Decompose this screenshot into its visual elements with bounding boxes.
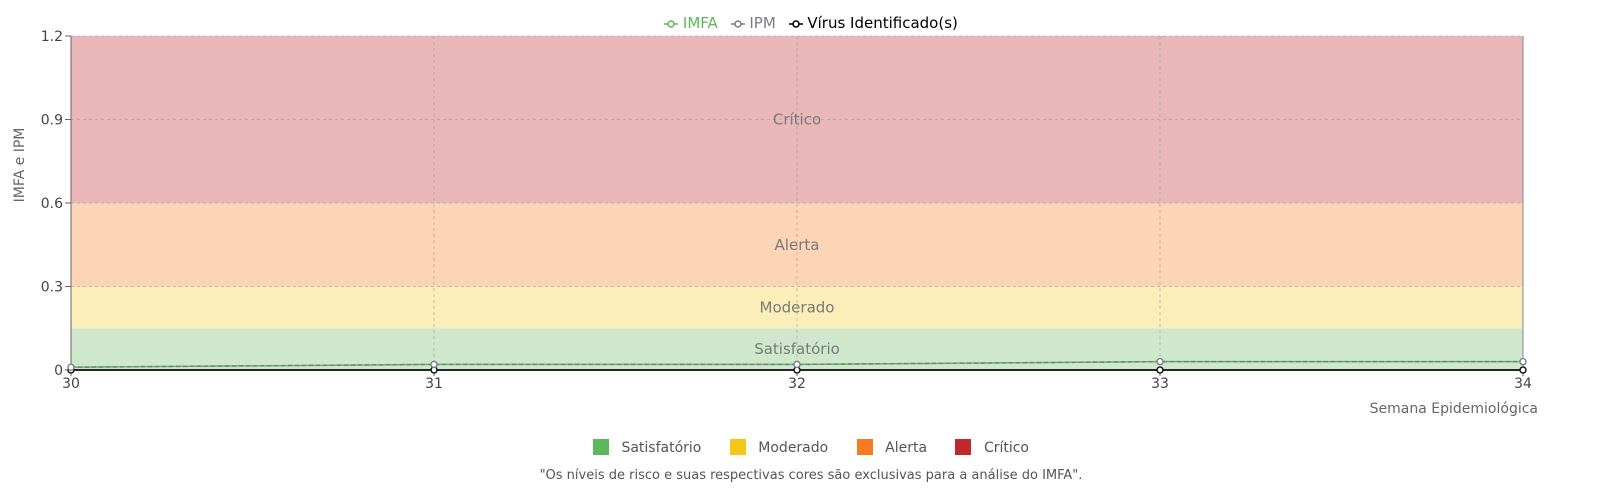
x-tick-label: 34 xyxy=(1514,376,1532,392)
legend-label-ipm: IPM xyxy=(749,14,776,32)
x-tick-label: 31 xyxy=(425,376,443,392)
y-tick-label: 1.2 xyxy=(41,29,63,45)
red-swatch xyxy=(955,439,972,455)
band-label: Moderado xyxy=(760,298,835,316)
risk-legend-moderado: Moderado xyxy=(729,439,829,456)
risk-label: Satisfatório xyxy=(621,440,702,456)
legend-item-imfa[interactable]: IMFA xyxy=(664,14,718,32)
data-point xyxy=(1156,357,1164,366)
y-tick-label: 0.9 xyxy=(41,113,63,129)
x-axis-title: Semana Epidemiológica xyxy=(1370,401,1538,417)
yellow-swatch xyxy=(729,439,746,455)
y-tick-label: 0.3 xyxy=(41,280,63,296)
risk-legend: Satisfatório Moderado Alerta Crítico xyxy=(0,439,1622,456)
y-tick-label: 0.6 xyxy=(41,196,63,212)
footnote: "Os níveis de risco e suas respectivas c… xyxy=(539,468,1083,483)
risk-label: Alerta xyxy=(885,440,928,456)
data-point xyxy=(1519,366,1527,374)
risk-label: Moderado xyxy=(758,440,829,456)
legend-item-ipm[interactable]: IPM xyxy=(730,14,776,32)
data-point xyxy=(1156,366,1164,374)
virus-line-marker-icon xyxy=(788,19,803,28)
band-label: Alerta xyxy=(775,236,820,254)
data-point xyxy=(430,360,438,369)
legend-label-imfa: IMFA xyxy=(682,14,718,32)
data-point xyxy=(1519,357,1527,366)
risk-legend-alerta: Alerta xyxy=(856,439,928,456)
imfa-line-marker-icon xyxy=(664,19,679,28)
band-label: Crítico xyxy=(773,111,821,129)
risk-legend-critico: Crítico xyxy=(955,439,1029,456)
data-point xyxy=(67,363,75,371)
x-tick-label: 32 xyxy=(788,376,806,392)
x-tick-label: 30 xyxy=(62,376,80,392)
legend-item-virus[interactable]: Vírus Identificado(s) xyxy=(788,14,958,32)
legend-label-virus: Vírus Identificado(s) xyxy=(807,14,958,32)
green-swatch xyxy=(593,439,609,455)
orange-swatch xyxy=(856,439,873,455)
band-label: Satisfatório xyxy=(754,340,840,358)
ipm-line-marker-icon xyxy=(730,19,745,28)
y-tick-label: 0 xyxy=(54,363,63,379)
risk-label: Crítico xyxy=(983,440,1029,456)
risk-legend-satisfatorio: Satisfatório xyxy=(593,439,701,456)
x-tick-label: 33 xyxy=(1151,376,1169,392)
data-point xyxy=(793,360,801,369)
y-axis-title: IMFA e IPM xyxy=(12,128,28,203)
series-legend: IMFA IPM Vírus Identificado(s) xyxy=(0,14,1622,32)
